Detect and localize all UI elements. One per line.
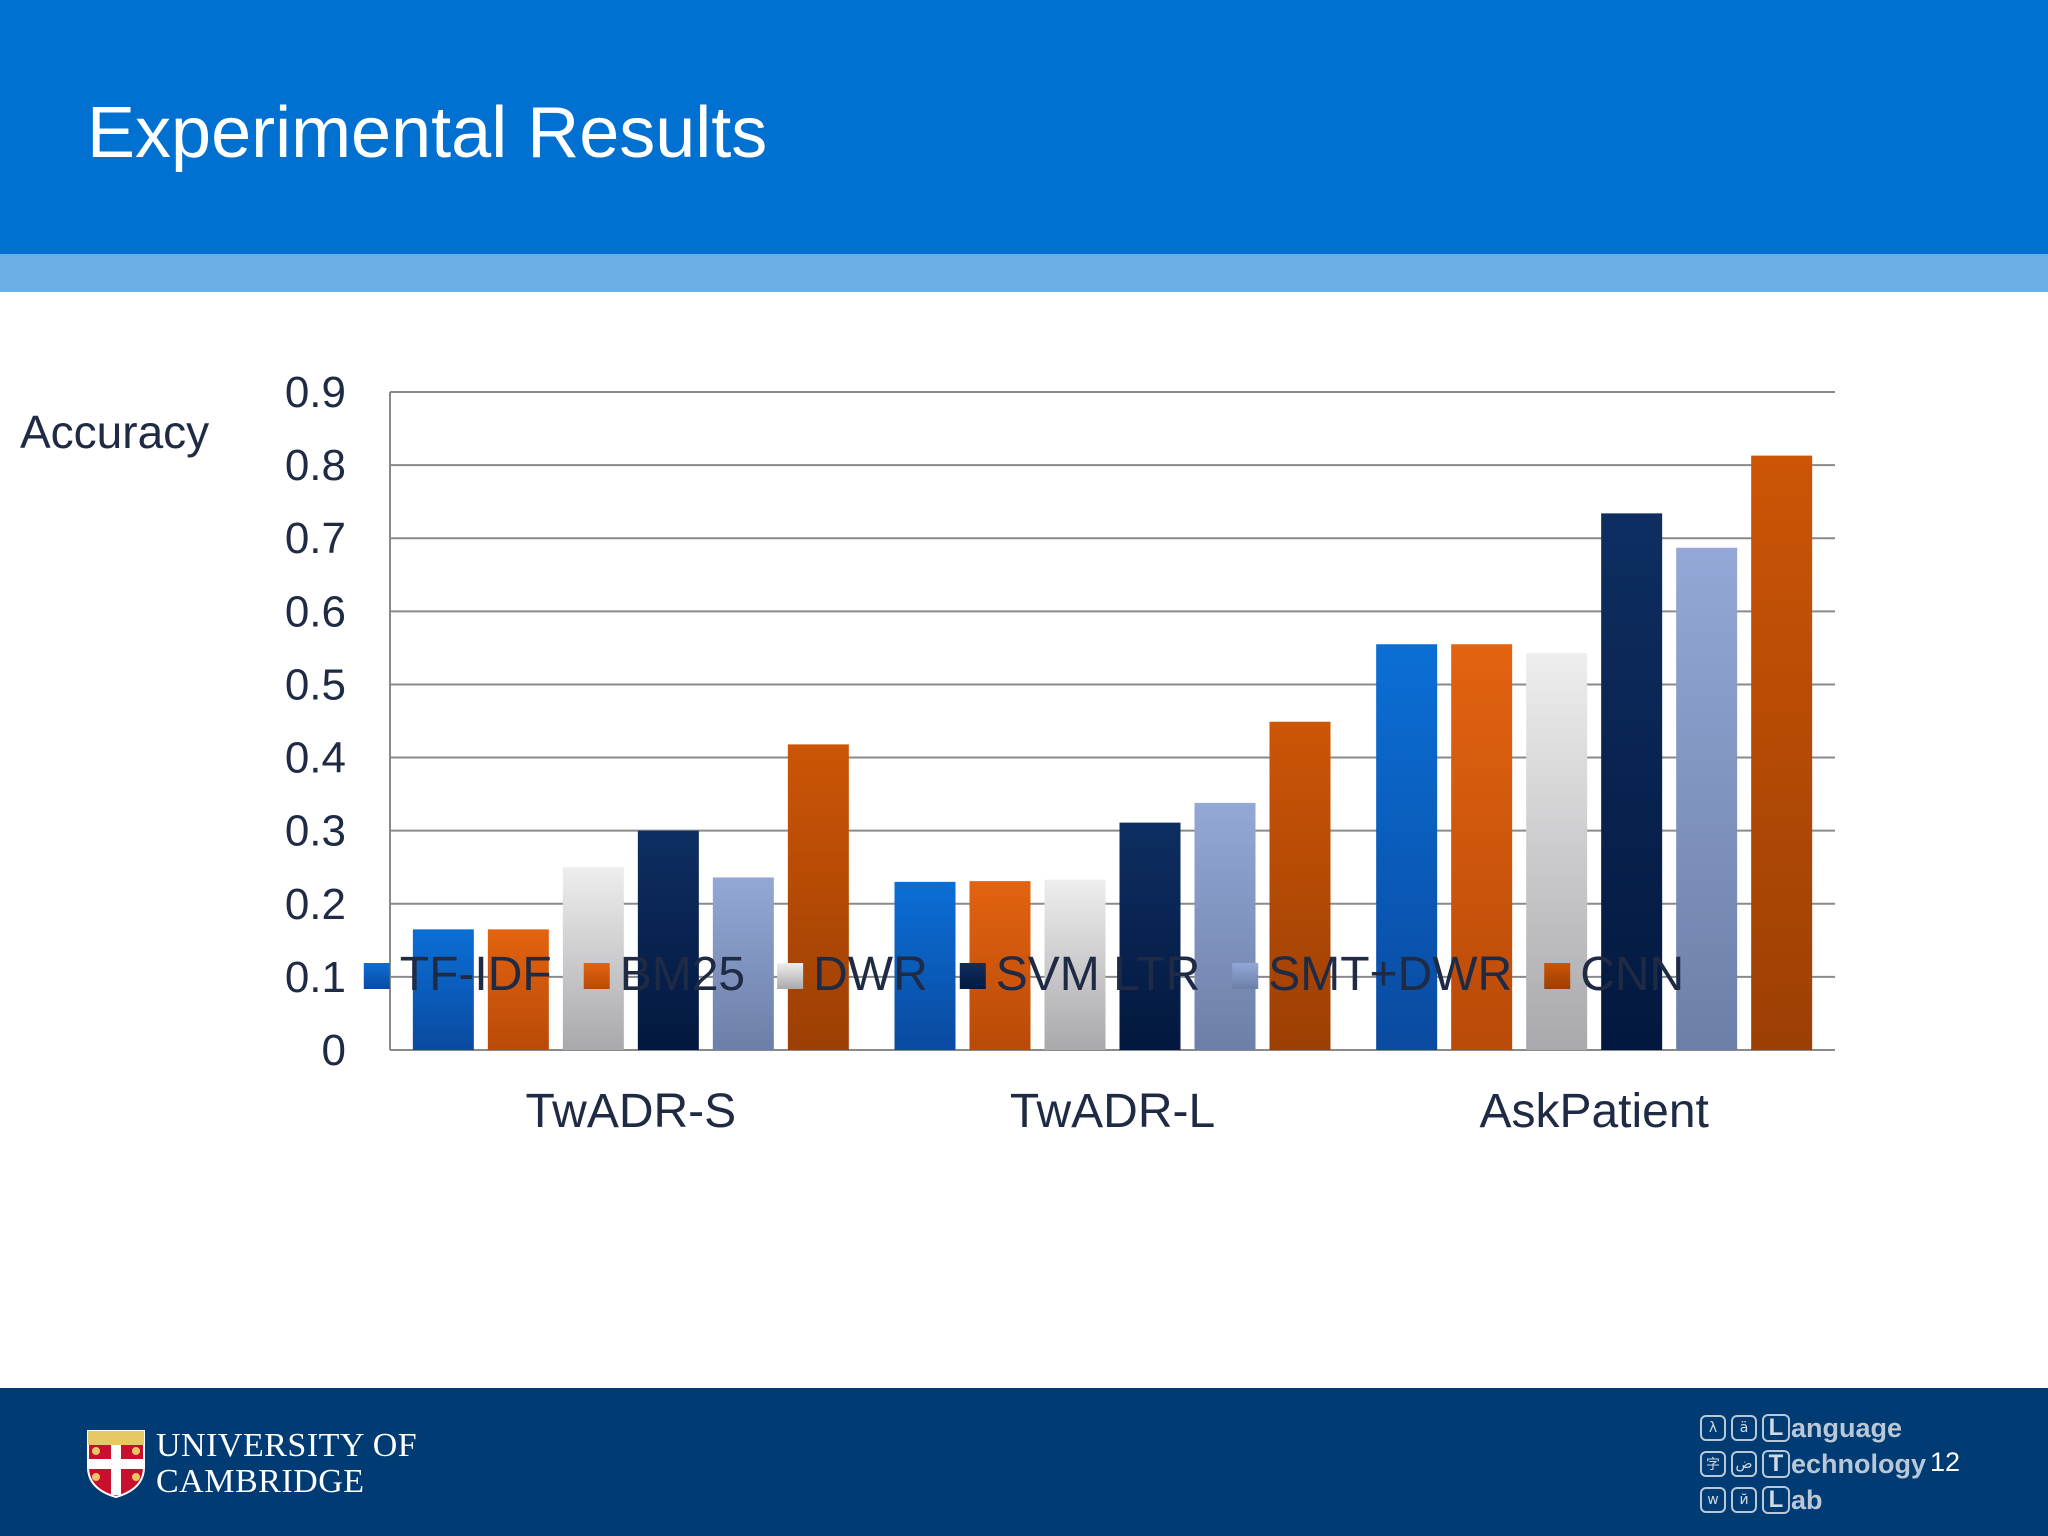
lab-initial-t: T — [1762, 1450, 1790, 1478]
slide-header — [0, 0, 2048, 254]
y-tick-label: 0.2 — [285, 880, 346, 929]
y-tick-label: 0.5 — [285, 660, 346, 709]
lab-word-technology: echnology — [1791, 1448, 1927, 1479]
lab-word-lab: ab — [1791, 1484, 1823, 1515]
bar-dwr-twadr-s — [562, 867, 624, 1050]
y-tick-label: 0.3 — [285, 807, 346, 856]
w-glyph-icon: w — [1700, 1487, 1726, 1513]
y-tick-label: 0.1 — [285, 953, 346, 1002]
bar-svm-ltr-askpatient — [1601, 513, 1663, 1050]
x-category-label: TwADR-S — [525, 1085, 736, 1138]
bar-bm25-askpatient — [1451, 644, 1513, 1050]
bar-smt-dwr-askpatient — [1676, 547, 1738, 1050]
chart-bars — [412, 455, 1813, 1050]
bar-tf-idf-twadr-l — [894, 881, 956, 1050]
bar-dwr-twadr-l — [1044, 879, 1106, 1050]
legend-swatch — [363, 963, 390, 989]
university-line2: CAMBRIDGE — [156, 1463, 365, 1500]
legend-label: DWR — [813, 948, 928, 1001]
bar-cnn-twadr-s — [787, 744, 849, 1050]
legend-swatch — [1232, 963, 1259, 989]
page-number: 12 — [1930, 1447, 1961, 1477]
legend-label: SMT+DWR — [1268, 948, 1512, 1001]
bar-chart: 0 0.1 0.2 0.3 0.4 0.5 0.6 0.7 0.8 0.9 Accuracy TwAD… — [20, 368, 1835, 1138]
cambridge-logo: UNIVERSITY OF CAMBRIDGE — [86, 1428, 417, 1500]
legend-label: CNN — [1580, 948, 1684, 1001]
lab-word-language: anguage — [1791, 1412, 1903, 1443]
lambda-glyph-icon: λ — [1700, 1415, 1726, 1441]
bar-tf-idf-askpatient — [1376, 644, 1438, 1050]
legend-label: SVM LTR — [996, 948, 1200, 1001]
x-category-label: TwADR-L — [1010, 1085, 1215, 1138]
bar-svm-ltr-twadr-s — [637, 830, 699, 1050]
legend-swatch — [1544, 963, 1571, 989]
chart-axis: 0 0.1 0.2 0.3 0.4 0.5 0.6 0.7 0.8 0.9 Accuracy TwAD… — [20, 368, 1709, 1138]
chart-gridlines — [390, 391, 1835, 1051]
header-stripe — [0, 254, 2048, 292]
language-technology-lab-logo: λ ä L anguage 字 ض T echnology w й L ab — [1700, 1410, 1926, 1518]
y-tick-label: 0.4 — [285, 734, 346, 783]
bar-tf-idf-twadr-s — [412, 929, 474, 1050]
lab-initial-l: L — [1762, 1414, 1790, 1442]
y-tick-label: 0.7 — [285, 514, 346, 563]
slide-title: Experimental Results — [87, 93, 768, 173]
arabic-glyph-icon: ض — [1731, 1451, 1757, 1477]
bar-bm25-twadr-s — [487, 929, 549, 1050]
y-tick-label: 0.6 — [285, 587, 346, 636]
legend-label: BM25 — [620, 948, 745, 1001]
chinese-glyph-icon: 字 — [1700, 1451, 1726, 1477]
cyrillic-glyph-icon: й — [1731, 1487, 1757, 1513]
bar-dwr-askpatient — [1526, 653, 1588, 1050]
cambridge-crest-icon — [87, 1430, 145, 1499]
legend-swatch — [583, 963, 610, 989]
y-tick-label: 0.8 — [285, 441, 346, 490]
bar-smt-dwr-twadr-s — [712, 877, 774, 1050]
y-tick-label: 0.9 — [285, 368, 346, 417]
a-umlaut-glyph-icon: ä — [1731, 1415, 1757, 1441]
bar-cnn-askpatient — [1751, 455, 1813, 1050]
y-tick-label: 0 — [322, 1026, 346, 1075]
y-axis-label: Accuracy — [20, 406, 209, 458]
university-line1: UNIVERSITY OF — [156, 1427, 418, 1464]
x-category-label: AskPatient — [1479, 1085, 1708, 1138]
bar-cnn-twadr-l — [1269, 721, 1331, 1050]
legend-swatch — [959, 963, 986, 989]
bar-svm-ltr-twadr-l — [1119, 822, 1181, 1050]
legend-swatch — [777, 963, 804, 989]
legend-label: TF-IDF — [400, 948, 552, 1001]
bar-smt-dwr-twadr-l — [1194, 802, 1256, 1050]
lab-initial-l2: L — [1762, 1486, 1790, 1514]
chart-legend: TF-IDF BM25 DWR SVM LTR SMT+DWR CNN — [363, 948, 1684, 1001]
